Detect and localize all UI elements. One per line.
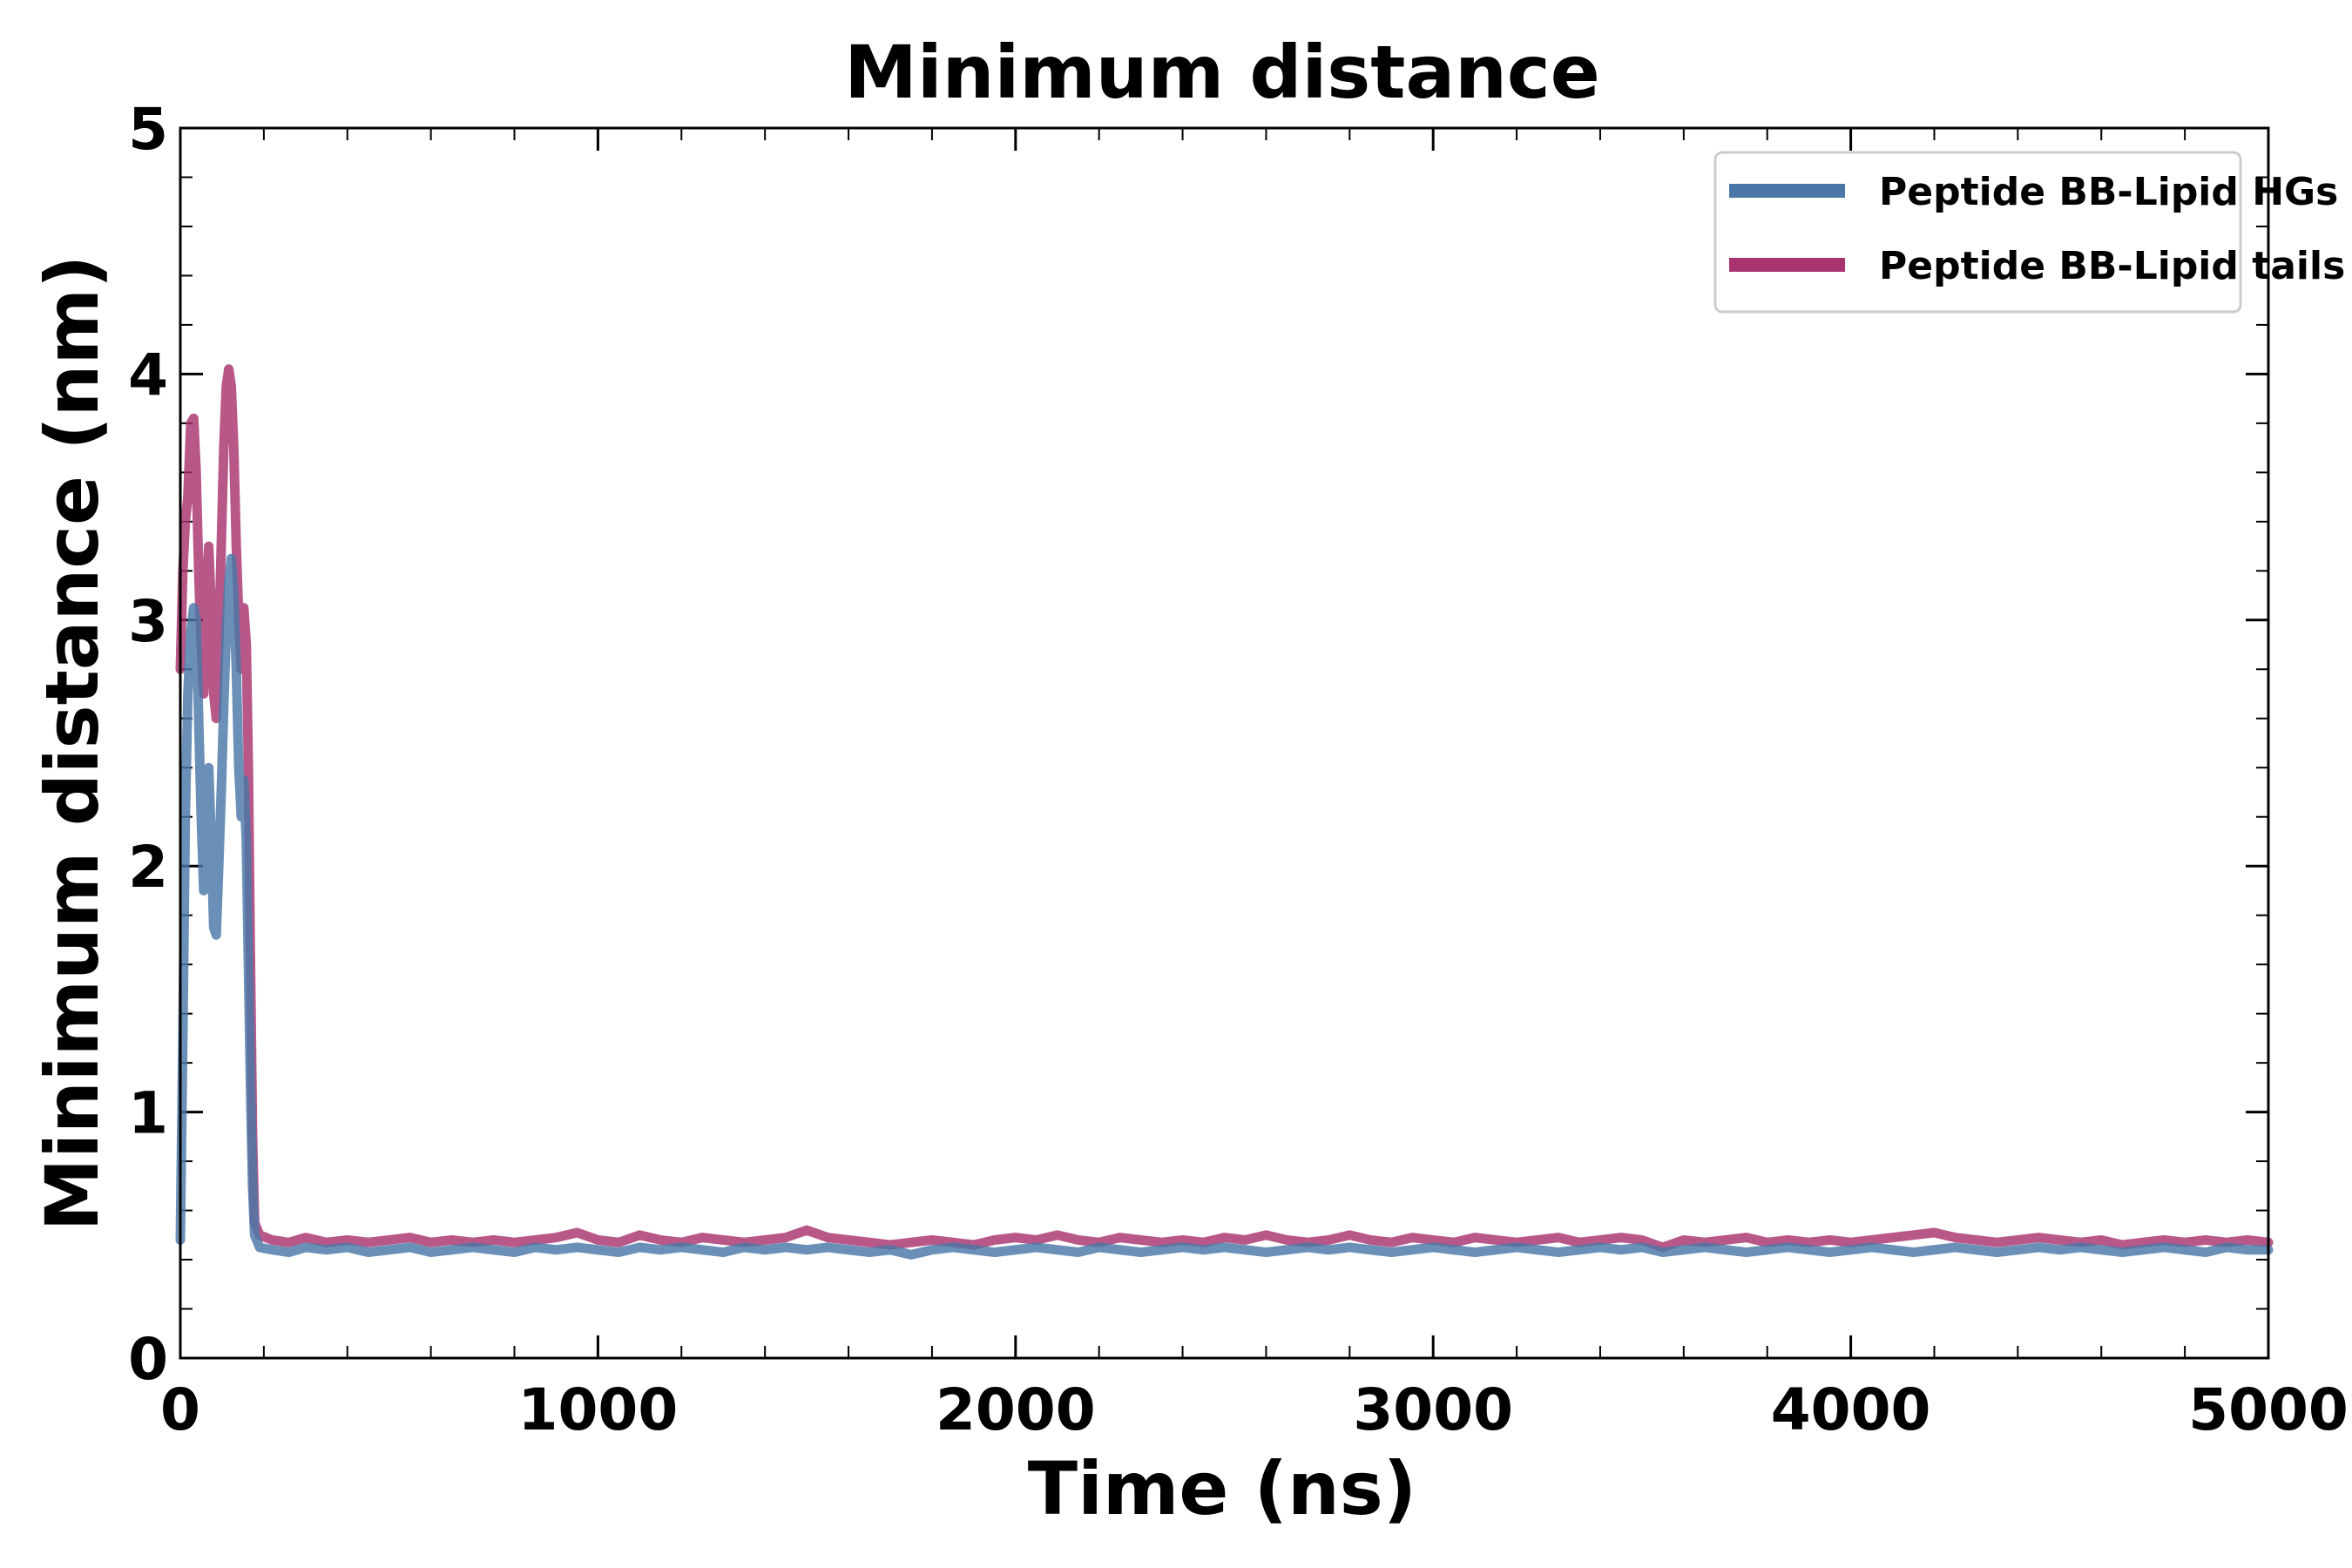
series-line-lipid-hgs — [175, 553, 2274, 1260]
x-axis-label: Time (ns) — [1028, 1446, 1416, 1531]
x-tick-label: 5000 — [2188, 1376, 2349, 1443]
x-tick-label: 1000 — [518, 1376, 679, 1443]
chart-title: Minimum distance — [844, 30, 1599, 115]
legend-box — [1713, 151, 2242, 314]
x-tick-label: 3000 — [1353, 1376, 1513, 1443]
y-tick-label: 0 — [128, 1326, 168, 1393]
data-series — [175, 364, 2274, 1260]
legend: Peptide BB-Lipid HGs Peptide BB-Lipid ta… — [1713, 151, 2345, 314]
x-tick-label: 2000 — [936, 1376, 1096, 1443]
y-tick-label: 2 — [128, 834, 168, 901]
series-line-lipid-tails — [175, 364, 2274, 1253]
x-tick-label: 4000 — [1771, 1376, 1931, 1443]
plot-frame — [179, 126, 2270, 1360]
y-tick-label: 5 — [128, 96, 168, 163]
x-tick-label: 0 — [160, 1376, 200, 1443]
y-tick-label: 1 — [128, 1080, 168, 1147]
legend-label-hgs: Peptide BB-Lipid HGs — [1879, 170, 2338, 214]
y-axis-label: Minimum distance (nm) — [30, 255, 115, 1232]
tick-labels: 0 1000 2000 3000 4000 5000 0 1 2 3 4 5 — [128, 96, 2349, 1443]
y-tick-label: 4 — [128, 341, 168, 409]
y-tick-label: 3 — [128, 588, 168, 655]
legend-label-tails: Peptide BB-Lipid tails — [1879, 244, 2345, 288]
